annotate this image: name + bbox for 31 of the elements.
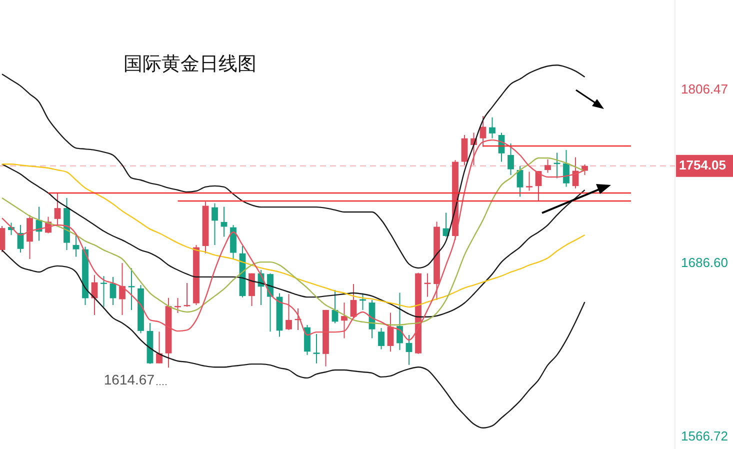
candlestick [563,150,570,188]
candlestick [313,333,320,364]
candlestick [508,142,514,176]
candlestick [119,262,126,316]
candlestick [212,202,218,246]
candlestick [544,158,551,174]
candlestick [424,272,431,298]
candlestick [461,134,468,166]
candlestick [378,328,384,350]
y-tick-label: 1566.72 [681,428,728,444]
candlestick [100,276,107,308]
candlestick [406,334,412,366]
candlestick [286,294,292,331]
candlestick [128,268,135,310]
y-tick-label: 1806.47 [681,81,728,96]
ref-line-label: 1754.05 [679,157,726,172]
text: 国际黄金日线图 [124,53,256,75]
candlestick [489,116,496,139]
candlestick [396,292,403,351]
candlestick [54,192,61,226]
candlestick [0,226,6,253]
candlestick [72,234,80,258]
candlestick [156,331,162,364]
candlestick [516,166,524,198]
candlestick [360,292,366,310]
y-tick-label: 1686.60 [681,254,728,270]
candlestick [26,214,33,260]
annotation: 1614.67 [104,371,155,388]
candlestick [526,171,532,192]
candlestick [248,272,255,307]
candlestick [350,284,357,319]
